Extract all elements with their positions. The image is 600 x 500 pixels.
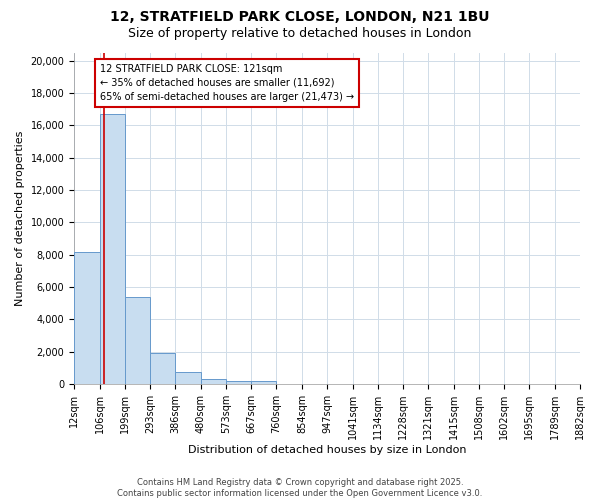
Bar <box>251 382 277 384</box>
Bar <box>201 378 226 384</box>
Bar <box>226 380 251 384</box>
Bar <box>100 114 125 384</box>
Bar <box>74 252 100 384</box>
Text: 12 STRATFIELD PARK CLOSE: 121sqm
← 35% of detached houses are smaller (11,692)
6: 12 STRATFIELD PARK CLOSE: 121sqm ← 35% o… <box>100 64 354 102</box>
X-axis label: Distribution of detached houses by size in London: Distribution of detached houses by size … <box>188 445 466 455</box>
Y-axis label: Number of detached properties: Number of detached properties <box>15 130 25 306</box>
Text: Contains HM Land Registry data © Crown copyright and database right 2025.
Contai: Contains HM Land Registry data © Crown c… <box>118 478 482 498</box>
Text: 12, STRATFIELD PARK CLOSE, LONDON, N21 1BU: 12, STRATFIELD PARK CLOSE, LONDON, N21 1… <box>110 10 490 24</box>
Text: Size of property relative to detached houses in London: Size of property relative to detached ho… <box>128 28 472 40</box>
Bar <box>125 297 150 384</box>
Bar <box>175 372 201 384</box>
Bar <box>150 354 175 384</box>
